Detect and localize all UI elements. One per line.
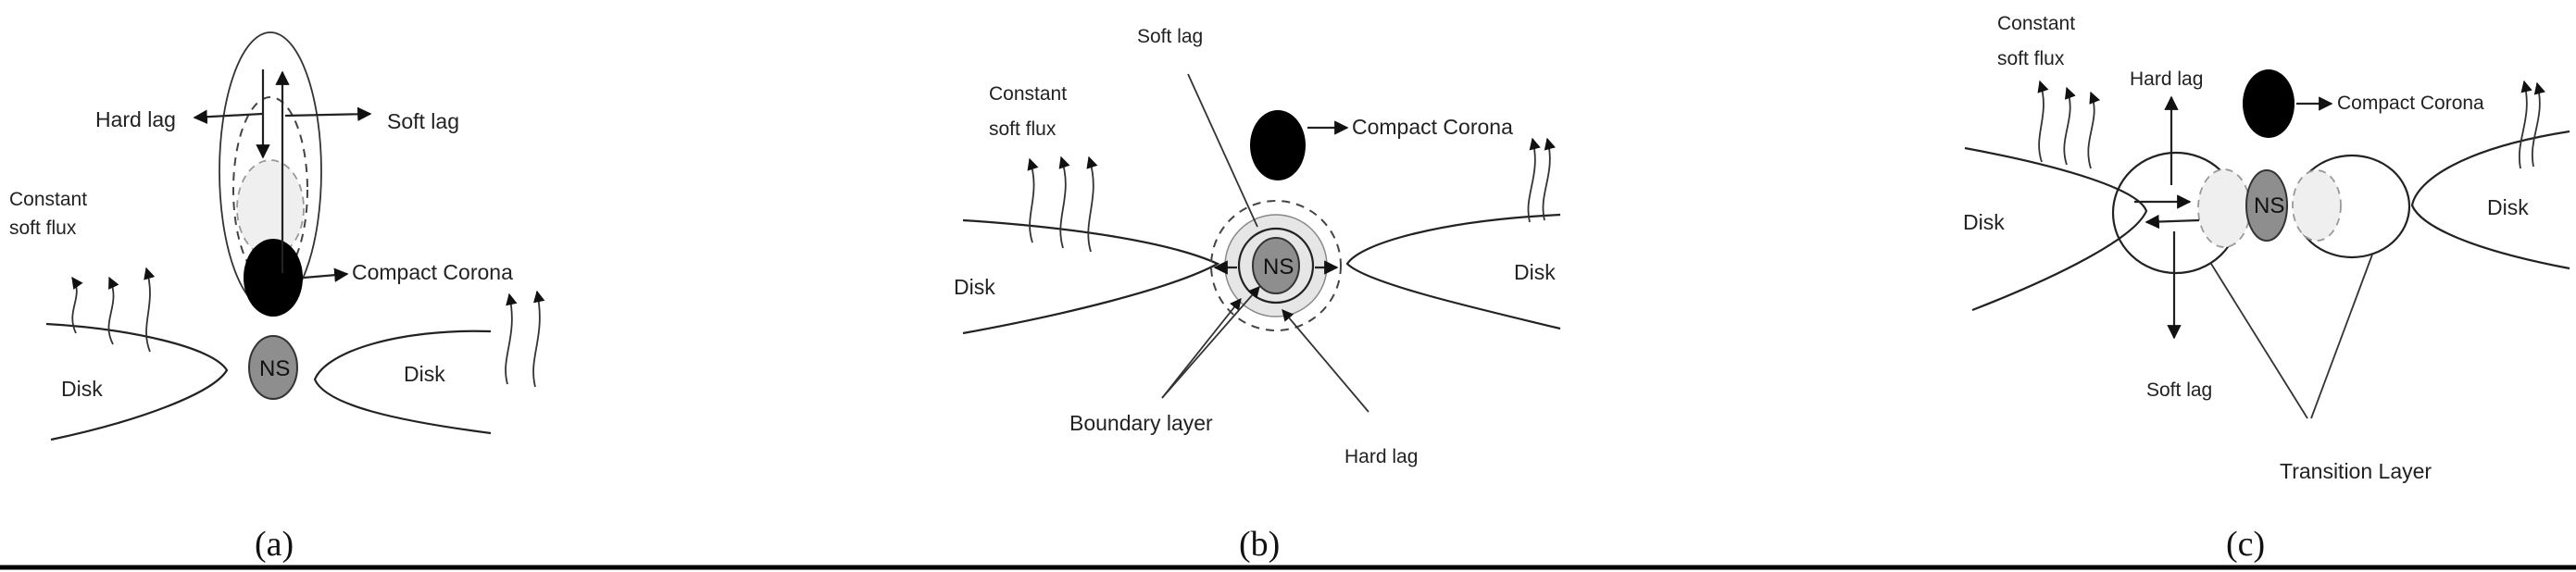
constant-label-b-1: Constant — [989, 83, 1067, 105]
constant-label-a-1: Constant — [9, 189, 87, 210]
ns-label-a: NS — [259, 356, 290, 381]
hard-lag-label-b: Hard lag — [1344, 446, 1418, 467]
disk-left-a — [45, 322, 229, 441]
flux-arrow-a-4 — [505, 292, 518, 385]
compact-corona-b — [1250, 110, 1306, 180]
constant-label-b-2: soft flux — [989, 118, 1057, 140]
boundary-pointer-2-b — [1161, 286, 1260, 399]
flux-arrow-b-3 — [1086, 155, 1098, 253]
compact-corona-a — [244, 239, 303, 317]
disk-label-right-c: Disk — [2487, 195, 2529, 219]
disk-label-left-b: Disk — [954, 275, 995, 299]
flux-arrow-a-1 — [71, 276, 83, 334]
disk-right-a — [313, 330, 492, 435]
flux-arrow-c-1 — [2037, 80, 2049, 163]
flux-arrow-a-3 — [144, 267, 156, 353]
soft-lag-label-a: Soft lag — [387, 109, 459, 133]
transition-layer-label-c: Transition Layer — [2280, 459, 2432, 483]
flux-arrow-a-2 — [107, 276, 119, 345]
hard-lag-label-c: Hard lag — [2130, 68, 2203, 90]
soft-lag-label-c: Soft lag — [2146, 379, 2212, 401]
disk-right-c — [2410, 130, 2570, 270]
disk-right-b — [1345, 213, 1561, 330]
boundary-layer-label-b: Boundary layer — [1069, 411, 1213, 435]
constant-label-c-2: soft flux — [1997, 48, 2065, 69]
shadow-corona-a — [236, 159, 305, 257]
caption-b: (b) — [1239, 525, 1280, 564]
panel-a: NS Hard lag Soft lag Compact Corona Cons… — [9, 31, 545, 564]
soft-lag-line-b — [1187, 73, 1258, 228]
flux-arrow-c-3 — [2087, 91, 2101, 169]
shadow-corona-right-c — [2292, 169, 2342, 242]
flux-arrow-c-5 — [2532, 81, 2545, 168]
disk-left-b — [962, 218, 1220, 335]
transition-pointer-1-c — [2210, 263, 2308, 419]
flux-arrow-c-2 — [2063, 86, 2076, 166]
soft-lag-arrow-a — [284, 106, 372, 121]
disk-label-right-b: Disk — [1514, 260, 1556, 284]
ns-label-c: NS — [2254, 193, 2284, 218]
flux-arrow-c-4 — [2519, 80, 2532, 169]
caption-c: (c) — [2226, 525, 2265, 564]
left-arrow-c — [2145, 214, 2200, 230]
disk-left-c — [1964, 146, 2148, 312]
soft-lag-label-b: Soft lag — [1137, 26, 1203, 47]
neutron-star-c — [2245, 169, 2288, 242]
disk-label-left-a: Disk — [61, 377, 103, 401]
ns-label-b: NS — [1263, 255, 1294, 280]
compact-corona-label-c: Compact Corona — [2337, 93, 2484, 114]
constant-label-a-2: soft flux — [9, 218, 77, 239]
compact-corona-arrow-a — [303, 267, 349, 282]
transition-pointer-2-c — [2310, 254, 2373, 419]
boundary-pointer-1-b — [1161, 298, 1242, 399]
compact-corona-label-b: Compact Corona — [1352, 115, 1513, 139]
neutron-star-b — [1252, 237, 1300, 294]
constant-label-c-1: Constant — [1997, 13, 2075, 34]
flux-arrow-b-2 — [1058, 155, 1070, 249]
hard-lag-label-a: Hard lag — [95, 107, 176, 131]
flux-arrow-b-4 — [1527, 137, 1541, 223]
hard-lag-pointer-b — [1282, 309, 1369, 413]
compact-corona-c — [2243, 69, 2295, 138]
flux-arrow-b-5 — [1542, 137, 1556, 221]
neutron-star-a — [248, 335, 298, 400]
panel-b: NS Compact Corona Soft lag Boundary laye… — [954, 26, 1561, 564]
flux-arrow-b-1 — [1027, 157, 1039, 243]
boundary-ring-b — [1237, 227, 1315, 305]
disk-label-left-c: Disk — [1963, 210, 2005, 234]
flux-arrow-a-5 — [532, 290, 545, 388]
hard-lag-arrow-a — [193, 109, 263, 124]
boundary-dashed-b — [1210, 200, 1342, 331]
shadow-corona-left-c — [2197, 168, 2251, 248]
compact-corona-label-a: Compact Corona — [352, 260, 513, 284]
disk-label-right-a: Disk — [404, 362, 445, 386]
caption-a: (a) — [255, 525, 294, 564]
panel-c: NS Compact Corona Hard lag Soft lag Tran… — [1963, 13, 2570, 564]
